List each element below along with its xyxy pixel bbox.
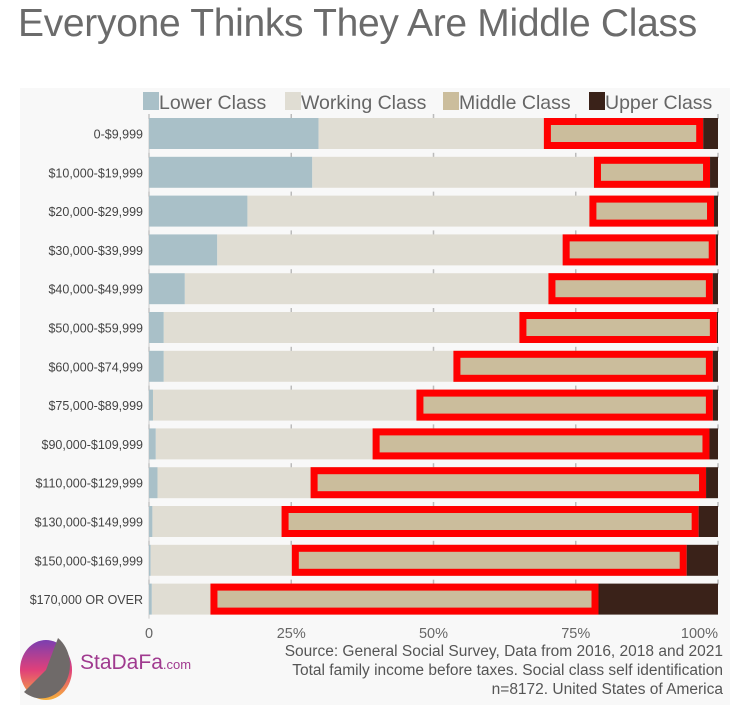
bar-upper-class	[598, 583, 718, 615]
bar-lower-class	[149, 506, 153, 537]
category-label: $90,000-$109,999	[42, 438, 144, 452]
category-label: $50,000-$59,999	[48, 322, 143, 336]
category-label: $60,000-$74,999	[48, 360, 143, 374]
bar-working-class	[318, 118, 544, 149]
bar-working-class	[312, 156, 594, 188]
bar-lower-class	[149, 428, 156, 460]
bar-working-class	[163, 350, 454, 382]
bar-lower-class	[149, 544, 151, 576]
source-line-3: n=8172. United States of America	[491, 681, 723, 698]
bar-lower-class	[149, 467, 158, 499]
legend-label: Working Class	[301, 92, 427, 114]
highlight-box	[281, 506, 699, 537]
highlight-box	[593, 156, 711, 188]
category-label: $130,000-$149,999	[35, 516, 143, 530]
category-label: $75,000-$89,999	[48, 399, 143, 413]
category-label: $150,000-$169,999	[35, 554, 143, 568]
legend-swatch	[285, 92, 301, 110]
bar-upper-class	[703, 118, 718, 149]
bar-working-class	[151, 583, 211, 615]
bar-lower-class	[149, 389, 153, 421]
bar-working-class	[150, 544, 292, 576]
category-label: $10,000-$19,999	[48, 166, 143, 180]
highlight-box	[372, 428, 710, 460]
bar-lower-class	[149, 195, 248, 227]
highlight-box	[519, 312, 717, 343]
x-tick-label: 50%	[419, 626, 448, 642]
bar-upper-class	[712, 389, 718, 421]
highlight-box	[543, 118, 704, 149]
bar-upper-class	[712, 273, 718, 305]
bar-upper-class	[715, 234, 718, 266]
bar-lower-class	[149, 583, 152, 615]
highlight-box	[310, 467, 707, 499]
bar-lower-class	[149, 234, 218, 266]
bar-working-class	[155, 428, 373, 460]
bar-upper-class	[698, 506, 718, 537]
source-note: Source: General Social Survey, Data from…	[285, 642, 723, 699]
category-label: $20,000-$29,999	[48, 205, 143, 219]
bar-working-class	[217, 234, 563, 266]
bar-upper-class	[712, 350, 718, 382]
bar-lower-class	[149, 350, 164, 382]
highlight-box	[210, 583, 599, 615]
category-label: $110,000-$129,999	[35, 477, 143, 491]
stadafa-logo: StaDaFa.com	[18, 634, 191, 704]
bar-lower-class	[149, 118, 319, 149]
x-tick-label: 0	[145, 626, 153, 642]
highlight-box	[291, 544, 687, 576]
bar-upper-class	[716, 312, 718, 343]
highlight-box	[416, 389, 713, 421]
category-label: $40,000-$49,999	[48, 283, 143, 297]
bar-lower-class	[149, 156, 313, 188]
logo-text: StaDaFa.com	[80, 651, 192, 674]
legend-swatch	[443, 92, 459, 110]
legend-swatch	[143, 92, 159, 110]
legend-label: Middle Class	[459, 92, 571, 114]
x-tick-label: 75%	[561, 626, 590, 642]
bar-upper-class	[686, 544, 718, 576]
x-tick-label: 25%	[277, 626, 306, 642]
bar-working-class	[157, 467, 311, 499]
bar-upper-class	[706, 467, 718, 499]
category-label: $30,000-$39,999	[48, 244, 143, 258]
legend-label: Lower Class	[159, 92, 267, 114]
bar-working-class	[163, 312, 520, 343]
category-label: $170,000 OR OVER	[30, 593, 143, 607]
x-tick-label: 100%	[681, 626, 718, 642]
bar-upper-class	[709, 428, 718, 460]
source-line-2: Total family income before taxes. Social…	[292, 662, 723, 679]
bar-working-class	[152, 389, 417, 421]
chart-title: Everyone Thinks They Are Middle Class	[18, 2, 697, 45]
legend-swatch	[589, 92, 605, 110]
highlight-box	[453, 350, 713, 382]
bar-working-class	[152, 506, 282, 537]
highlight-box	[548, 273, 713, 305]
bar-lower-class	[149, 312, 164, 343]
bar-working-class	[184, 273, 549, 305]
legend-label: Upper Class	[605, 92, 713, 114]
category-label: 0-$9,999	[94, 128, 143, 142]
source-line-1: Source: General Social Survey, Data from…	[284, 643, 723, 660]
highlight-box	[562, 234, 716, 266]
bar-upper-class	[710, 156, 718, 188]
highlight-box	[589, 195, 715, 227]
bar-upper-class	[714, 195, 718, 227]
bar-lower-class	[149, 273, 185, 305]
bar-working-class	[247, 195, 590, 227]
logo-pie-icon	[20, 638, 72, 700]
